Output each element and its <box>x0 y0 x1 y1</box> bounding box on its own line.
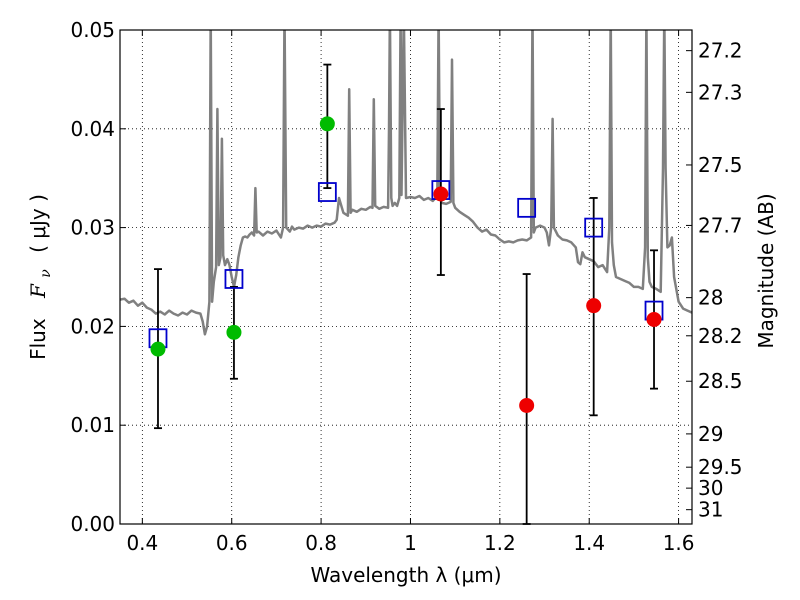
y-tick-label: 0.02 <box>70 314 115 338</box>
y2-tick-label: 27.3 <box>698 80 743 104</box>
y-axis-title-unit: ( μJy ) <box>26 194 50 253</box>
y-axis-title-symbol: F <box>26 283 50 299</box>
observed-green-point <box>226 324 242 340</box>
observed-green-point <box>150 341 166 357</box>
plot-frame <box>119 29 693 525</box>
y2-tick-label: 29 <box>698 422 723 446</box>
spectrum-layer <box>120 30 692 336</box>
y-axis-title-subscript: ν <box>38 269 54 278</box>
spectrum-line <box>120 30 692 336</box>
tick-layer: 0.4 0.6 0.8 1 1.2 1.4 1.6 0.00 0.01 0.02 0.03 0.04 0… <box>70 18 742 555</box>
y2-tick-label: 29.5 <box>698 455 743 479</box>
marker-layer <box>148 116 664 413</box>
y-tick-label: 0.04 <box>70 117 115 141</box>
observed-red-point <box>519 397 535 413</box>
model-photometry-square <box>317 182 337 202</box>
y2-tick-label: 28.5 <box>698 369 743 393</box>
x-tick-label: 1.6 <box>663 531 695 555</box>
y2-tick-label: 28 <box>698 286 723 310</box>
x-tick-label: 1.4 <box>573 531 605 555</box>
y2-tick-label: 28.2 <box>698 324 743 348</box>
y2-tick-label: 30 <box>698 476 723 500</box>
y-tick-label: 0.01 <box>70 413 115 437</box>
x-tick-label: 1.2 <box>484 531 516 555</box>
observed-red-point <box>586 298 602 314</box>
observed-green-point <box>319 116 335 132</box>
y2-tick-label: 31 <box>698 498 723 522</box>
model-photometry-square <box>584 217 604 238</box>
x-axis-title: Wavelength λ (μm) <box>310 563 501 587</box>
model-photometry-square <box>224 269 244 289</box>
model-photometry-square <box>517 197 537 218</box>
y2-axis-title: Magnitude (AB) <box>754 193 778 348</box>
x-tick-label: 0.6 <box>216 531 248 555</box>
x-tick-label: 1 <box>404 531 417 555</box>
y2-tick-label: 27.2 <box>698 39 743 63</box>
y-axis-title-text: Flux <box>26 318 50 360</box>
y-tick-label: 0.05 <box>70 18 115 42</box>
y-tick-label: 0.03 <box>70 216 115 240</box>
y2-tick-label: 27.5 <box>698 153 743 177</box>
observed-red-point <box>433 186 449 202</box>
observed-red-point <box>646 311 662 327</box>
x-tick-label: 0.4 <box>126 531 158 555</box>
y2-tick-label: 27.7 <box>698 213 743 237</box>
y-axis-title: Flux F ν ( μJy ) <box>26 194 55 360</box>
x-tick-label: 0.8 <box>305 531 337 555</box>
y-tick-label: 0.00 <box>70 512 115 536</box>
